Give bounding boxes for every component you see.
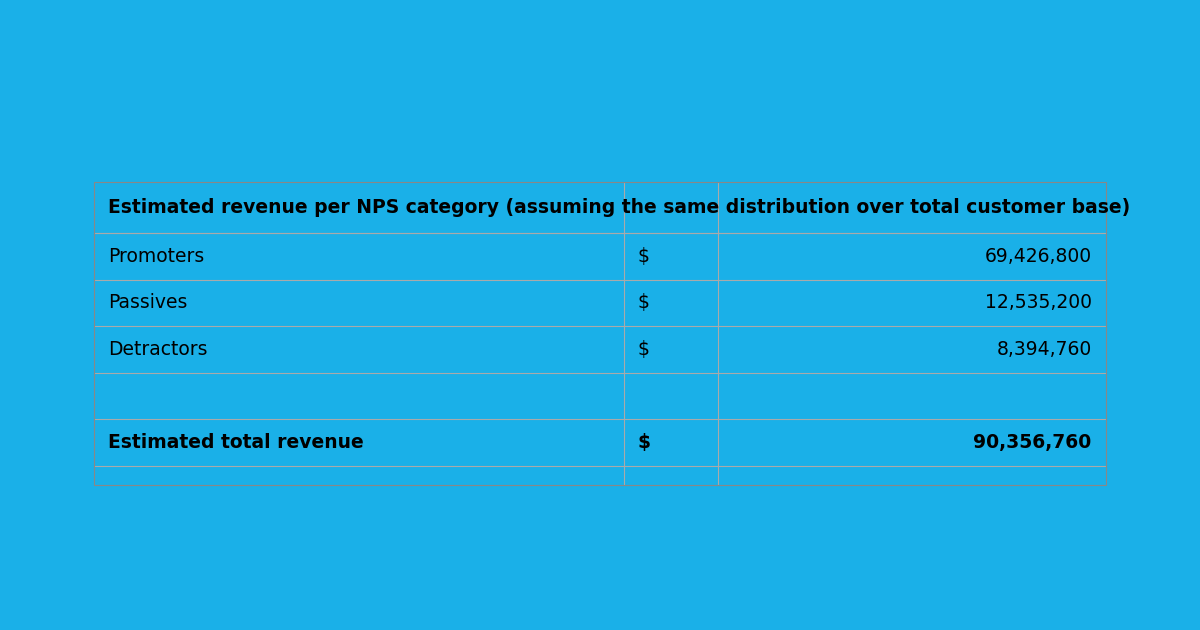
- Text: $: $: [637, 294, 649, 312]
- Text: 12,535,200: 12,535,200: [984, 294, 1092, 312]
- Text: Estimated revenue per NPS category (assuming the same distribution over total cu: Estimated revenue per NPS category (assu…: [108, 198, 1130, 217]
- Bar: [95, 181, 1105, 484]
- Text: Promoters: Promoters: [108, 247, 205, 266]
- Text: $: $: [637, 340, 649, 359]
- Text: Passives: Passives: [108, 294, 188, 312]
- Text: Estimated total revenue: Estimated total revenue: [108, 433, 364, 452]
- Text: $: $: [637, 433, 650, 452]
- Text: 8,394,760: 8,394,760: [996, 340, 1092, 359]
- Text: 69,426,800: 69,426,800: [984, 247, 1092, 266]
- Text: 90,356,760: 90,356,760: [973, 433, 1092, 452]
- Text: $: $: [637, 247, 649, 266]
- Text: Detractors: Detractors: [108, 340, 208, 359]
